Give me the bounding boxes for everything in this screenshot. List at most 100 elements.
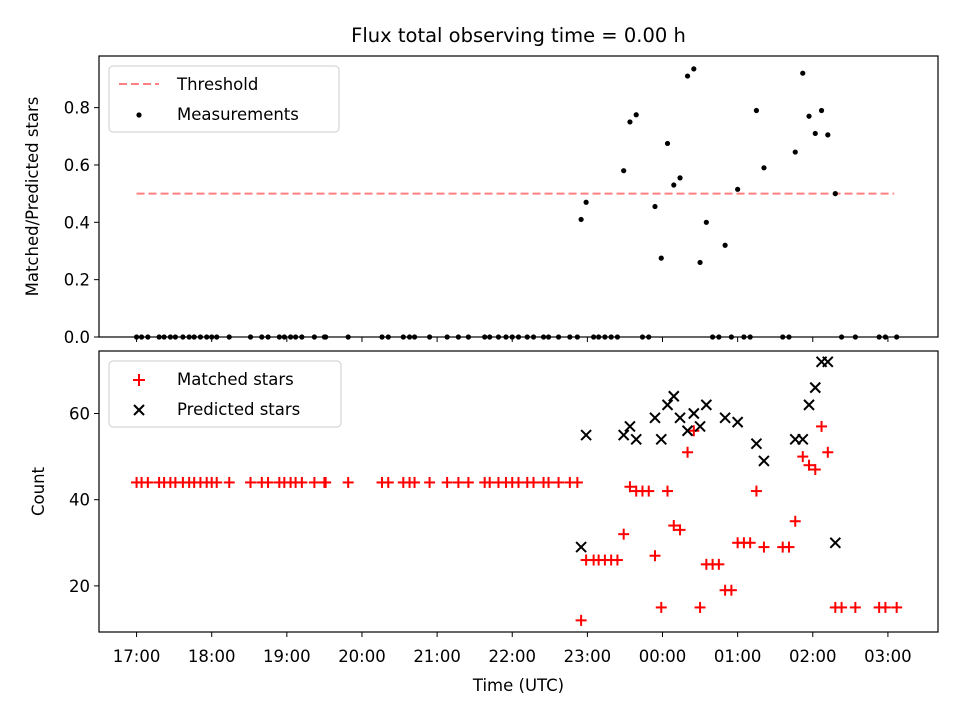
predicted-star-point <box>681 425 694 437</box>
x-tick-label: 01:00 <box>714 647 762 666</box>
measurement-point <box>800 70 806 76</box>
ratio-panel: 0.00.20.40.60.8 Matched/Predicted stars … <box>23 55 939 347</box>
count-y-tick-label: 40 <box>69 491 90 510</box>
matched-star-point <box>694 601 706 613</box>
matched-star-point <box>618 528 630 540</box>
measurements-legend-label: Measurements <box>177 105 299 124</box>
measurement-point <box>735 186 741 192</box>
count-y-axis-label: Count <box>29 466 48 516</box>
predicted-star-point <box>750 437 763 450</box>
predicted-legend-swatch <box>133 404 145 416</box>
x-tick-label: 18:00 <box>188 647 236 666</box>
matched-star-point <box>750 485 762 497</box>
matched-legend-swatch <box>133 374 145 386</box>
matched-star-point <box>725 584 737 596</box>
matched-star-point <box>674 524 686 536</box>
matched-star-point <box>245 476 257 488</box>
matched-star-point <box>543 476 555 488</box>
predicted-star-point <box>661 399 674 411</box>
measurement-point <box>578 216 584 223</box>
matched-star-point <box>662 485 674 497</box>
count-x-axis: 17:00 18:00 19:00 20:00 21:00 22:00 23:00 00:00… <box>113 632 912 666</box>
count-y-axis: 20 40 60 <box>69 404 99 596</box>
matched-star-point <box>682 446 694 458</box>
matched-star-point <box>655 601 667 613</box>
matched-star-point <box>624 481 636 493</box>
measurement-point <box>633 112 639 118</box>
measurement-point <box>761 165 767 171</box>
matched-star-point <box>296 476 308 488</box>
measurement-point <box>583 199 589 205</box>
matched-star-point <box>575 614 587 626</box>
matched-star-point <box>809 464 821 476</box>
measurement-point <box>818 107 825 114</box>
matched-star-point <box>816 420 828 432</box>
x-tick-label: 23:00 <box>564 647 612 666</box>
predicted-star-point <box>668 390 680 402</box>
matched-star-point <box>668 520 680 532</box>
x-axis-label: Time (UTC) <box>472 676 564 695</box>
matched-star-point <box>462 476 474 488</box>
matched-star-point <box>441 476 453 488</box>
matched-star-point <box>849 601 861 613</box>
ratio-y-tick-label: 0.6 <box>64 156 90 175</box>
ratio-y-tick-label: 0.2 <box>64 271 90 290</box>
measurement-point <box>703 219 709 225</box>
count-panel-frame <box>98 350 939 633</box>
matched-star-point <box>797 451 809 463</box>
matched-star-point <box>649 550 661 562</box>
matched-star-point <box>342 476 354 488</box>
matched-star-point <box>789 515 801 527</box>
predicted-star-point <box>624 420 636 433</box>
measurement-point <box>627 119 633 125</box>
matched-star-point <box>382 476 394 488</box>
measurement-point <box>664 140 671 147</box>
measurement-point <box>684 73 691 79</box>
matched-star-point <box>223 476 235 488</box>
matched-star-point <box>409 476 421 488</box>
matched-star-point <box>262 476 274 488</box>
predicted-star-point <box>758 455 770 467</box>
predicted-star-point <box>803 399 815 411</box>
matched-star-point <box>142 476 154 488</box>
matched-star-point <box>211 476 223 488</box>
ratio-x-ticks <box>136 337 889 342</box>
matched-star-point <box>803 459 815 471</box>
ratio-panel-frame <box>98 55 939 338</box>
predicted-star-point <box>688 407 700 420</box>
ratio-y-axis-label: Matched/Predicted stars <box>23 97 42 297</box>
count-panel: 20 40 60 17:00 18:00 19:00 20:00 21:00 22:00 23:… <box>29 350 939 695</box>
predicted-star-point <box>575 541 587 553</box>
count-y-tick-label: 60 <box>69 404 90 423</box>
matched-star-point <box>571 476 583 488</box>
count-marks <box>131 356 903 626</box>
x-tick-label: 00:00 <box>639 647 687 666</box>
matched-star-point <box>553 476 565 488</box>
ratio-y-tick-label: 0.0 <box>64 328 90 347</box>
measurement-point <box>812 130 818 137</box>
measurement-point <box>832 191 838 197</box>
predicted-star-point <box>649 412 661 424</box>
x-tick-label: 19:00 <box>263 647 311 666</box>
matched-star-point <box>822 446 834 458</box>
count-y-tick-label: 20 <box>69 577 90 596</box>
measurement-point <box>621 168 627 174</box>
x-tick-label: 02:00 <box>789 647 837 666</box>
matched-star-point <box>783 541 795 553</box>
measurement-point <box>677 175 683 181</box>
matched-star-point <box>320 476 332 488</box>
predicted-star-point <box>731 416 744 428</box>
count-legend: Matched stars Predicted stars <box>108 360 342 428</box>
predicted-star-point <box>694 420 706 433</box>
measurements-legend-swatch <box>136 112 142 118</box>
predicted-star-point <box>809 381 821 394</box>
matched-star-point <box>836 601 848 613</box>
measurement-point <box>792 149 798 155</box>
predicted-star-point <box>674 412 686 424</box>
predicted-star-point <box>822 356 834 368</box>
ratio-y-tick-label: 0.4 <box>64 213 90 232</box>
matched-star-point <box>744 537 756 549</box>
matched-star-point <box>452 476 464 488</box>
x-tick-label: 03:00 <box>864 647 912 666</box>
